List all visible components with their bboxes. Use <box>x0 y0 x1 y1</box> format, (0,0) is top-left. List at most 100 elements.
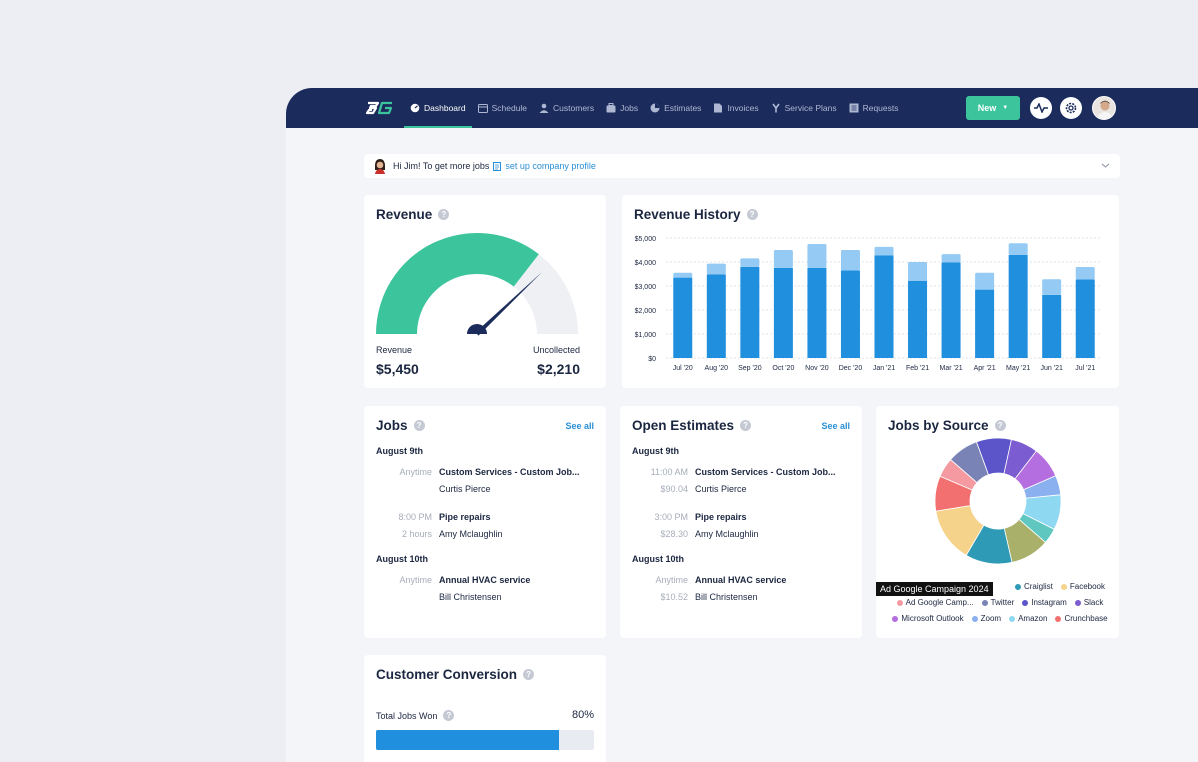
chevron-down-icon[interactable] <box>1101 161 1110 170</box>
revenue-bar[interactable] <box>673 277 693 358</box>
revenue-bar[interactable] <box>1008 243 1028 255</box>
legend-dot-icon <box>1060 583 1067 590</box>
revenue-bar[interactable] <box>975 289 995 358</box>
new-button[interactable]: New ▼ <box>966 96 1020 120</box>
jobs-see-all-link[interactable]: See all <box>565 421 594 431</box>
revenue-bar[interactable] <box>908 280 928 358</box>
revenue-bar[interactable] <box>673 272 693 278</box>
list-item[interactable]: 11:00 AM $90.04 Custom Services - Custom J… <box>632 464 850 498</box>
activity-button[interactable] <box>1030 97 1052 119</box>
help-icon[interactable]: ? <box>994 420 1006 431</box>
legend-label: Slack <box>1083 598 1104 607</box>
entry-time: Anytime <box>655 575 688 585</box>
legend-label: Crunchbase <box>1064 614 1108 623</box>
nav-item-service-plans[interactable]: Service Plans <box>765 88 843 128</box>
nav-item-invoices[interactable]: Invoices <box>707 88 764 128</box>
list-item[interactable]: Anytime Annual HVAC service Bill Christens… <box>376 572 594 606</box>
welcome-banner: Hi Jim! To get more jobs set up company … <box>364 154 1120 178</box>
revenue-bar[interactable] <box>706 263 726 275</box>
legend-dot-icon <box>1022 599 1029 606</box>
revenue-bar[interactable] <box>874 255 894 358</box>
revenue-bar[interactable] <box>1075 267 1095 280</box>
list-item[interactable]: 8:00 PM 2 hours Pipe repairs Amy Mclaughlin <box>376 509 594 543</box>
user-avatar[interactable] <box>1092 96 1116 120</box>
legend-dot-icon <box>1009 615 1016 622</box>
list-item[interactable]: Anytime Custom Services - Custom Job... Cu… <box>376 464 594 498</box>
avatar-portrait-icon <box>1093 97 1115 119</box>
entry-details: Pipe repairs Amy Mclaughlin <box>695 509 759 543</box>
activity-icon <box>1034 103 1048 113</box>
entry-time: Anytime <box>399 575 432 585</box>
revenue-bar[interactable] <box>807 244 827 268</box>
legend-item[interactable]: Slack <box>1074 598 1104 607</box>
nav-item-label: Customers <box>553 103 595 113</box>
help-icon[interactable]: ? <box>438 209 450 220</box>
revenue-bar[interactable] <box>740 258 760 267</box>
legend-item[interactable]: Ad Google Camp... <box>896 598 974 607</box>
list-item[interactable]: Anytime $10.52 Annual HVAC service Bill Chr… <box>632 572 850 606</box>
entry-subtime: 2 hours <box>401 529 432 539</box>
legend-item[interactable]: Instagram <box>1022 598 1067 607</box>
list-item[interactable]: 3:00 PM $28.30 Pipe repairs Amy Mclaughlin <box>632 509 850 543</box>
chart-tooltip: Ad Google Campaign 2024 <box>876 582 993 596</box>
revenue-bar[interactable] <box>773 268 793 358</box>
revenue-history-card: Revenue History ? $0 $1,000 $2,000 $3,000 $4… <box>622 195 1119 388</box>
estimates-see-all-link[interactable]: See all <box>821 421 850 431</box>
legend-item[interactable]: Amazon <box>1009 614 1047 623</box>
list-group: August 10th Anytime Annual HVAC service Bil… <box>376 554 594 606</box>
legend-item[interactable]: Facebook <box>1060 582 1105 591</box>
revenue-bar[interactable] <box>941 262 961 358</box>
revenue-bar[interactable] <box>1008 254 1028 358</box>
legend-label: Zoom <box>980 614 1002 623</box>
revenue-bar[interactable] <box>1042 294 1062 358</box>
settings-button[interactable] <box>1060 97 1082 119</box>
revenue-history-title: Revenue History ? <box>634 207 758 222</box>
setup-profile-link[interactable]: set up company profile <box>493 161 596 171</box>
help-icon[interactable]: ? <box>523 669 535 680</box>
revenue-bar[interactable] <box>874 246 894 256</box>
revenue-bar[interactable] <box>941 254 961 263</box>
revenue-bar[interactable] <box>740 266 760 358</box>
nav-item-estimates[interactable]: Estimates <box>644 88 707 128</box>
nav-item-requests[interactable]: Requests <box>843 88 905 128</box>
legend-item[interactable]: Twitter <box>981 598 1014 607</box>
revenue-bar[interactable] <box>1075 279 1095 358</box>
revenue-bar[interactable] <box>1042 279 1062 295</box>
setup-profile-link-label: set up company profile <box>505 161 596 171</box>
revenue-bar[interactable] <box>908 262 928 281</box>
donut-slice[interactable] <box>949 441 989 484</box>
legend-item[interactable]: Zoom <box>971 614 1002 623</box>
legend-dot-icon <box>896 599 903 606</box>
revenue-bar[interactable] <box>807 268 827 358</box>
help-icon[interactable]: ? <box>746 209 758 220</box>
legend-item[interactable]: Crunchbase <box>1055 614 1108 623</box>
entry-time-col: 11:00 AM $90.04 <box>632 464 688 498</box>
entry-time: 11:00 AM <box>650 467 688 477</box>
entry-details: Annual HVAC service Bill Christensen <box>695 572 786 606</box>
nav-item-customers[interactable]: Customers <box>533 88 600 128</box>
app-logo-icon[interactable] <box>366 99 394 117</box>
nav-item-dashboard[interactable]: Dashboard <box>404 88 472 128</box>
x-tick-label: Oct '20 <box>772 365 794 372</box>
y-tick-label: $3,000 <box>635 284 657 291</box>
legend-row: Craiglist Facebook <box>884 582 1116 591</box>
revenue-bar[interactable] <box>975 272 995 290</box>
revenue-bar[interactable] <box>840 270 860 358</box>
nav-item-schedule[interactable]: Schedule <box>472 88 533 128</box>
help-icon[interactable]: ? <box>443 710 455 721</box>
estimates-card: Open Estimates ? See all August 9th 11:00… <box>620 406 862 638</box>
uncollected-label: Uncollected <box>532 345 580 355</box>
nav-item-jobs[interactable]: Jobs <box>600 88 644 128</box>
x-tick-label: Apr '21 <box>974 365 996 372</box>
help-icon[interactable]: ? <box>740 420 752 431</box>
x-tick-label: May '21 <box>1006 365 1030 372</box>
revenue-bar[interactable] <box>773 250 793 268</box>
revenue-bar[interactable] <box>840 250 860 271</box>
legend-dot-icon <box>1014 583 1021 590</box>
jobs-by-source-legend: Craiglist Facebook Ad Google Camp... Twitte… <box>884 582 1116 630</box>
legend-item[interactable]: Craiglist <box>1014 582 1053 591</box>
legend-item[interactable]: Microsoft Outlook <box>892 614 964 623</box>
revenue-bar[interactable] <box>706 274 726 358</box>
help-icon[interactable]: ? <box>413 420 425 431</box>
revenue-title: Revenue ? <box>376 207 450 222</box>
